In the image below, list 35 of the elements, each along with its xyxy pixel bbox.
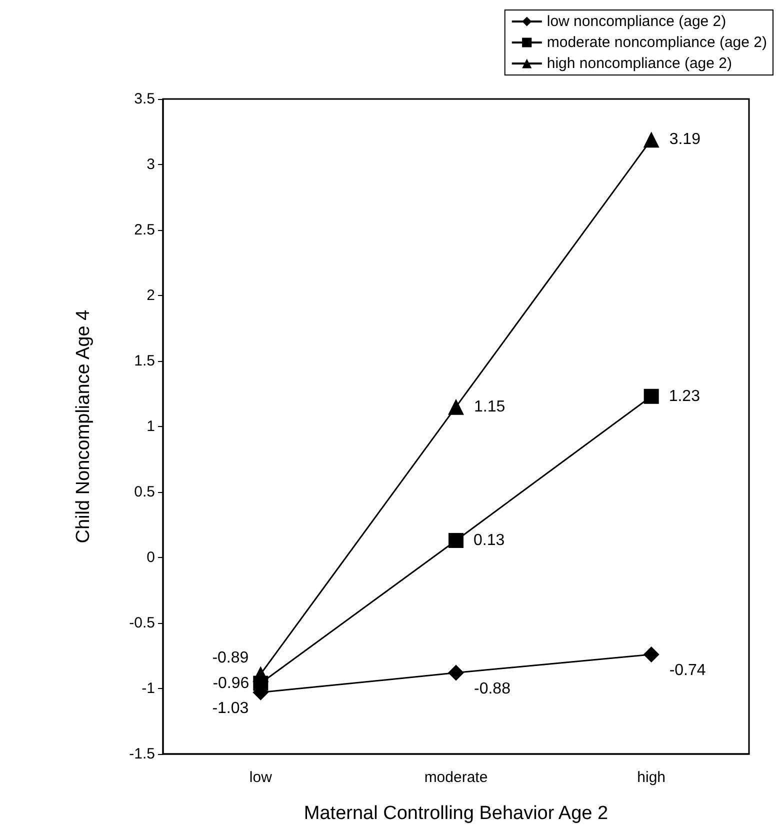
x-tick-label: high <box>637 769 666 786</box>
data-label: -0.89 <box>212 650 249 667</box>
point <box>643 646 660 662</box>
y-tick-label: 1.5 <box>134 352 155 370</box>
y-tick-label: 3.5 <box>134 90 155 108</box>
x-axis-title: Maternal Controlling Behavior Age 2 <box>304 803 608 824</box>
x-tick-label: low <box>249 769 272 786</box>
data-label: -0.96 <box>212 674 250 692</box>
y-tick-label: 3 <box>146 156 155 173</box>
y-axis-title: Child Noncompliance Age 4 <box>73 309 94 544</box>
y-tick-label: 0.5 <box>134 484 155 500</box>
data-label: 3.19 <box>669 131 701 148</box>
data-label: 1.15 <box>474 398 506 416</box>
x-tick-label: moderate <box>424 769 488 786</box>
point <box>448 664 464 681</box>
data-label: -1.03 <box>212 700 249 717</box>
data-label: -0.88 <box>474 680 511 698</box>
y-tick-label: -1.5 <box>129 746 155 762</box>
y-tick-label: -0.5 <box>129 614 155 632</box>
legend-label: high noncompliance (age 2) <box>546 55 732 72</box>
point <box>643 132 660 148</box>
y-tick-label: 1 <box>146 418 155 435</box>
legend-label: low noncompliance (age 2) <box>546 13 726 30</box>
point <box>252 666 269 682</box>
y-tick-label: 2 <box>146 287 155 304</box>
point <box>448 532 464 548</box>
y-tick-label: -1 <box>142 680 155 697</box>
y-tick-label: 0 <box>146 549 155 566</box>
data-label: -0.74 <box>669 662 706 679</box>
point <box>644 388 659 404</box>
point <box>448 398 464 415</box>
legend-label: moderate noncompliance (age 2) <box>546 34 768 51</box>
data-label: 0.13 <box>474 532 505 549</box>
y-tick-label: 2.5 <box>134 222 155 238</box>
data-label: 1.23 <box>668 388 700 405</box>
